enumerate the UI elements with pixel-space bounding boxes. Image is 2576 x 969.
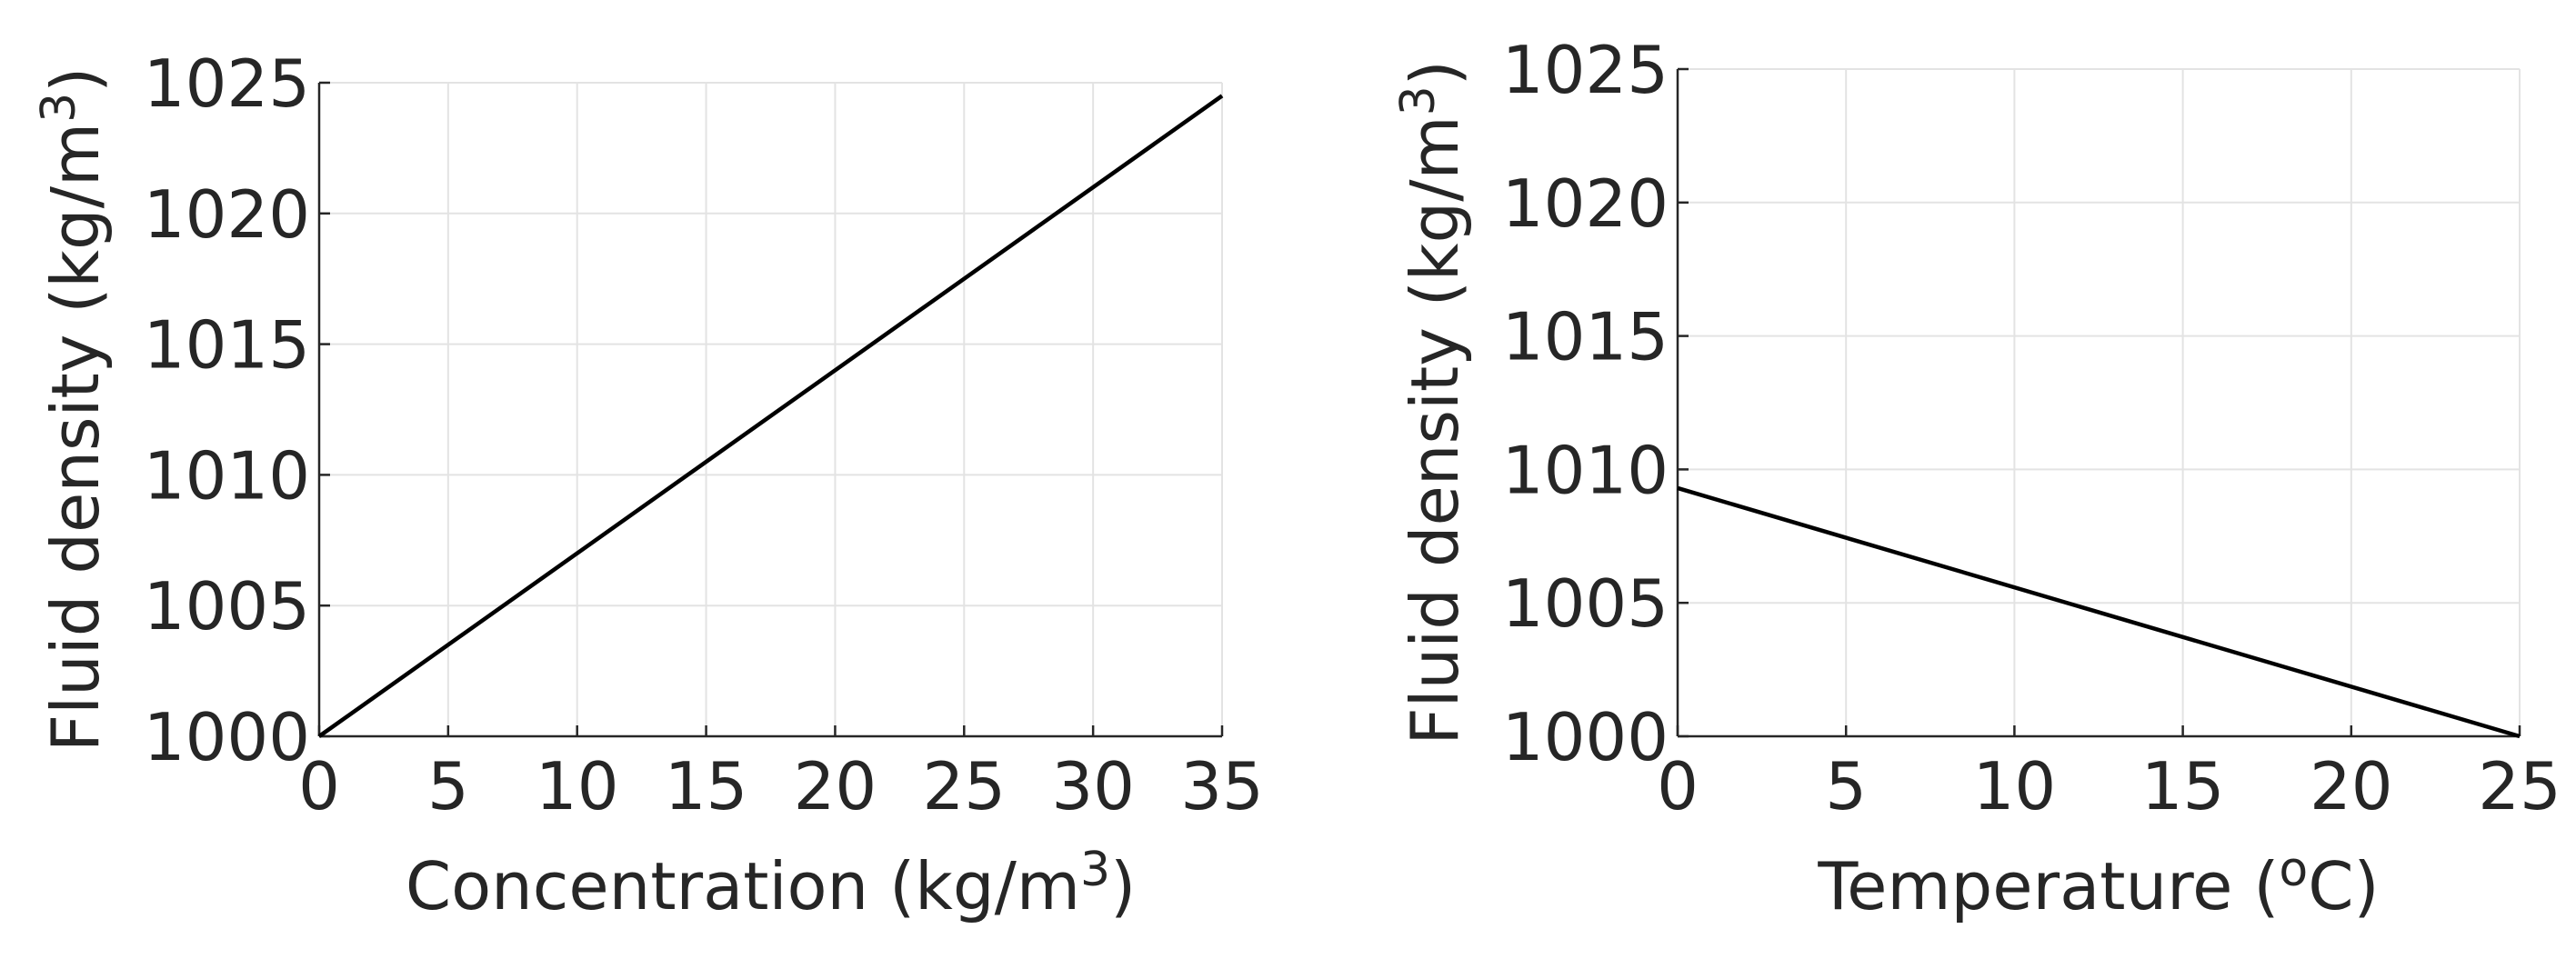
x-axis-label-suffix: ): [1110, 848, 1136, 924]
x-axis-label-superscript: o: [2279, 843, 2308, 897]
y-tick-label: 1005: [144, 568, 310, 644]
chart-panel-temperature: 0 5 10 15 20 25100010051010101510201025Temper…: [1391, 32, 2561, 924]
x-tick-label: 25: [922, 748, 1006, 824]
x-axis-label-suffix: C): [2308, 848, 2379, 924]
y-tick-label: 1005: [1502, 565, 1669, 642]
x-axis-label-text: Temperature (: [1817, 848, 2279, 924]
y-axis-label-superscript: 3: [32, 93, 86, 123]
data-series-line: [317, 94, 1224, 738]
y-tick-label: 1025: [1502, 32, 1669, 108]
x-axis-label: Temperature (oC): [1817, 843, 2379, 924]
x-tick-label: 5: [427, 748, 469, 824]
y-tick-label: 1020: [1502, 165, 1669, 242]
x-tick-label: 10: [536, 748, 619, 824]
x-axis-label-text: Concentration (kg/m: [406, 848, 1080, 924]
y-tick-label: 1015: [1502, 299, 1669, 375]
x-tick-label: 0: [298, 748, 340, 824]
y-tick-label: 1025: [144, 45, 310, 122]
x-tick-label: 35: [1180, 748, 1264, 824]
y-axis-label: Fluid density (kg/m3): [1391, 60, 1473, 745]
chart-panel-concentration: 0 5 10 15 20 25 30 35100010051010101510201025Co…: [32, 45, 1264, 924]
x-tick-label: 20: [2310, 748, 2393, 824]
y-tick-label: 1015: [144, 307, 310, 384]
x-tick-label: 15: [2141, 748, 2225, 824]
x-tick-label: 25: [2478, 748, 2561, 824]
y-axis-label: Fluid density (kg/m3): [32, 67, 114, 753]
x-tick-label: 20: [794, 748, 877, 824]
x-tick-label: 30: [1051, 748, 1135, 824]
x-tick-label: 0: [1657, 748, 1699, 824]
y-axis-label-suffix: ): [37, 67, 114, 93]
y-axis-label-superscript: 3: [1391, 85, 1446, 115]
x-tick-label: 15: [665, 748, 748, 824]
x-tick-label: 10: [1973, 748, 2057, 824]
y-tick-label: 1000: [1502, 699, 1669, 775]
y-axis-label-suffix: ): [1397, 60, 1473, 85]
y-tick-label: 1010: [144, 437, 310, 514]
x-tick-label: 5: [1825, 748, 1867, 824]
y-axis-label-text: Fluid density (kg/m: [37, 123, 114, 752]
x-axis-label-superscript: 3: [1080, 843, 1110, 897]
y-axis-label-text: Fluid density (kg/m: [1397, 115, 1473, 744]
x-axis-label: Concentration (kg/m3): [406, 843, 1136, 924]
y-tick-label: 1000: [144, 699, 310, 775]
y-tick-label: 1010: [1502, 432, 1669, 508]
data-series-line: [1677, 485, 2521, 739]
y-tick-label: 1020: [144, 176, 310, 253]
